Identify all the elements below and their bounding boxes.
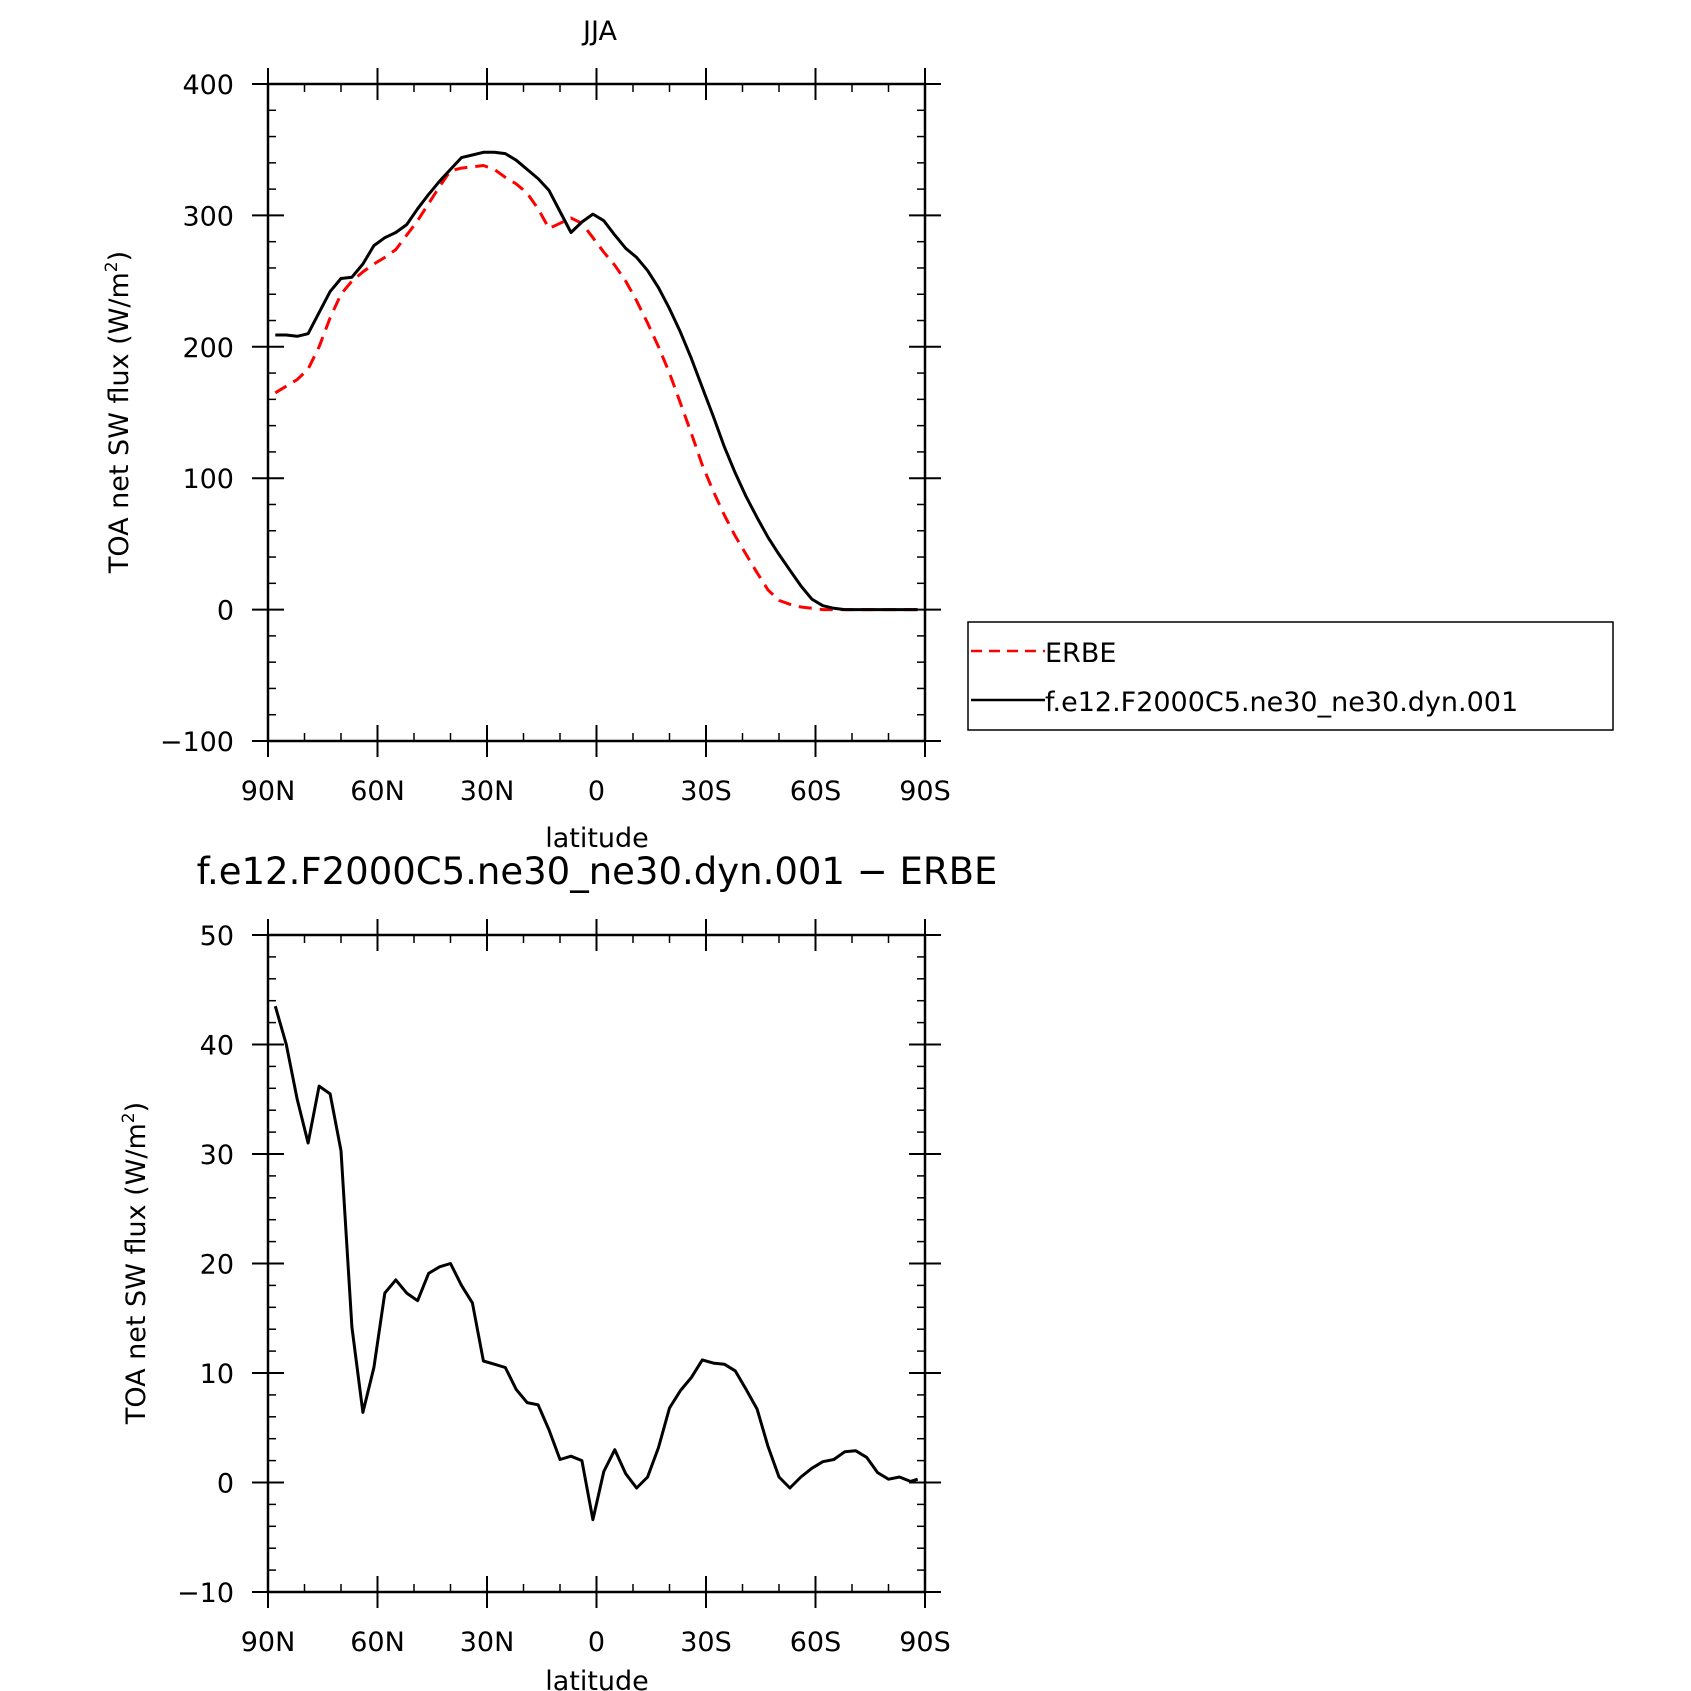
top-xtick-label: 30N [460,776,515,807]
bottom-xtick-label: 60S [790,1627,842,1658]
bottom-y-axis-label: TOA net SW flux (W/m2) [119,1102,152,1425]
top-chart-title: JJA [581,16,617,47]
top-y-axis-label: TOA net SW flux (W/m2) [102,251,135,574]
top-series-line-erbe [274,164,918,612]
top-ytick-label: −100 [160,727,234,758]
bottom-plot-frame [266,933,927,1594]
bottom-ytick-label: 20 [200,1250,234,1281]
bottom-series-line-model [273,1005,919,1522]
top-ticks [252,68,941,757]
legend-box [967,621,1614,731]
top-ytick-label: 0 [217,596,234,627]
legend-label-model: f.e12.F2000C5.ne30_ne30.dyn.001 [1045,687,1518,718]
bottom-xtick-label: 30S [680,1627,732,1658]
bottom-xtick-label: 0 [588,1627,605,1658]
bottom-x-tick-labels: 90N 60N 30N 0 30S 60S 90S [241,1627,951,1658]
bottom-x-axis-label: latitude [545,1666,649,1691]
bottom-y-axis-label-sup: 2 [119,1112,139,1123]
bottom-series [273,1005,919,1522]
bottom-y-axis-label-close: ) [121,1102,152,1113]
top-xtick-label: 90S [899,776,951,807]
bottom-y-axis-label-main: TOA net SW flux (W/m [121,1123,152,1425]
top-xtick-label: 60S [790,776,842,807]
top-series-line-model [275,150,918,612]
bottom-xtick-label: 90N [241,1627,296,1658]
bottom-ytick-label: −10 [177,1578,234,1609]
bottom-xtick-label: 60N [350,1627,405,1658]
bottom-ytick-label: 50 [200,921,234,952]
top-xtick-label: 0 [588,776,605,807]
bottom-ytick-label: 40 [200,1031,234,1062]
bottom-ytick-label: 10 [200,1359,234,1390]
top-ytick-label: 200 [182,333,234,364]
bottom-xtick-label: 30N [460,1627,515,1658]
legend-label-erbe: ERBE [1045,638,1116,669]
top-plot-frame [266,82,927,743]
top-x-tick-labels: 90N 60N 30N 0 30S 60S 90S [241,776,951,807]
bottom-xtick-label: 90S [899,1627,951,1658]
top-ytick-label: 400 [182,70,234,101]
top-xtick-label: 90N [241,776,296,807]
top-ytick-label: 100 [182,464,234,495]
top-y-axis-label-sup: 2 [102,261,122,272]
top-x-axis-label: latitude [545,823,649,854]
top-xtick-label: 60N [350,776,405,807]
top-ytick-label: 300 [182,201,234,232]
bottom-panel: f.e12.F2000C5.ne30_ne30.dyn.001 − ERBE −… [119,850,997,1691]
top-y-tick-labels: −100 0 100 200 300 400 [160,70,234,758]
bottom-ticks [252,919,941,1608]
bottom-ytick-label: 30 [200,1140,234,1171]
legend: ERBE f.e12.F2000C5.ne30_ne30.dyn.001 [967,621,1614,731]
bottom-y-tick-labels: −10 0 10 20 30 40 50 [177,921,234,1609]
top-xtick-label: 30S [680,776,732,807]
top-y-axis-label-close: ) [104,251,135,262]
top-series [274,150,918,612]
top-y-axis-label-main: TOA net SW flux (W/m [104,272,135,574]
bottom-ytick-label: 0 [217,1469,234,1500]
bottom-chart-title: f.e12.F2000C5.ne30_ne30.dyn.001 − ERBE [197,850,998,893]
